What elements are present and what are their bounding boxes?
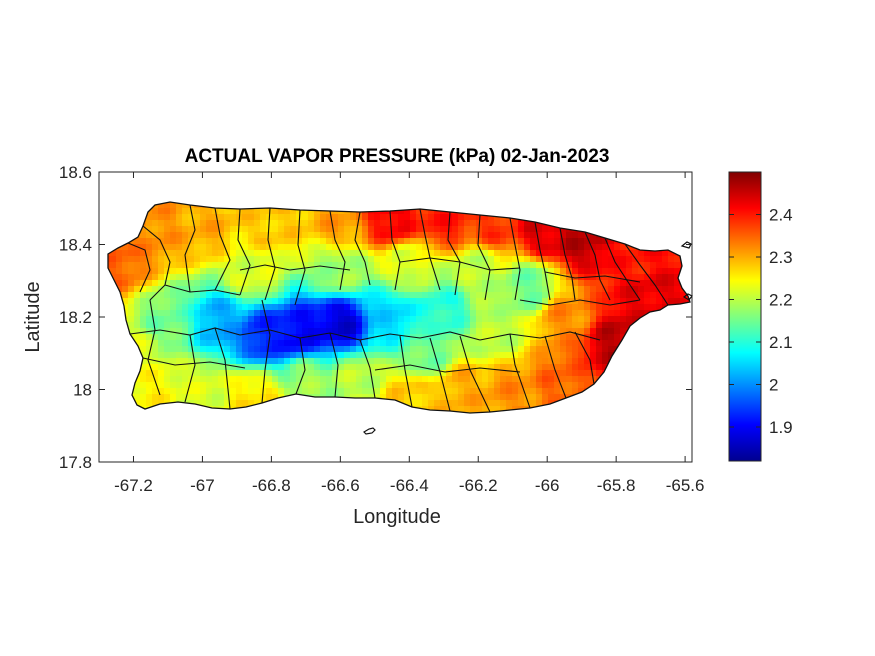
municipal-border xyxy=(261,299,271,404)
municipal-border xyxy=(214,327,231,410)
colorbar-tick-label: 2 xyxy=(769,376,778,395)
x-tick-label: -67 xyxy=(190,476,215,495)
municipal-border xyxy=(237,208,251,296)
chart-title: ACTUAL VAPOR PRESSURE (kPa) 02-Jan-2023 xyxy=(185,146,610,167)
island-outline xyxy=(107,201,691,414)
municipal-border xyxy=(329,332,339,398)
municipal-border xyxy=(164,284,241,296)
municipal-border xyxy=(329,210,346,291)
municipal-border xyxy=(479,331,601,341)
municipal-border xyxy=(509,333,531,409)
colorbar-tick-label: 2.4 xyxy=(769,206,793,225)
colorbar-ticks: 1.9 2 2.1 2.2 2.3 2.4 xyxy=(729,206,793,437)
municipal-border xyxy=(142,357,246,369)
y-axis-ticks: 17.8 18 18.2 18.4 18.6 xyxy=(59,163,692,472)
municipal-border xyxy=(184,204,196,293)
x-tick-label: -66.2 xyxy=(459,476,498,495)
municipal-border xyxy=(544,271,641,283)
x-tick-label: -66.6 xyxy=(321,476,360,495)
colorbar-tick-label: 1.9 xyxy=(769,418,793,437)
municipal-border xyxy=(544,335,567,399)
municipal-border xyxy=(459,335,491,413)
municipal-borders xyxy=(127,204,669,413)
x-axis-ticks: -67.2 -67 -66.8 -66.6 -66.4 -66.2 -66 -65.8 -65.… xyxy=(114,172,704,495)
x-tick-label: -66.8 xyxy=(252,476,291,495)
x-axis-label: Longitude xyxy=(353,506,441,528)
municipal-border xyxy=(584,231,611,301)
y-tick-label: 18 xyxy=(73,381,92,400)
municipal-border xyxy=(147,299,161,396)
municipal-border xyxy=(419,208,441,291)
municipal-border xyxy=(574,331,595,385)
municipal-border xyxy=(534,221,551,301)
municipal-border xyxy=(359,339,376,399)
colorbar xyxy=(728,171,762,462)
colorbar-tick-label: 2.2 xyxy=(769,291,793,310)
municipal-border xyxy=(519,299,641,306)
x-tick-label: -67.2 xyxy=(114,476,153,495)
x-tick-label: -65.8 xyxy=(597,476,636,495)
municipal-border xyxy=(127,242,151,293)
municipal-border xyxy=(389,210,401,291)
municipal-border xyxy=(374,364,521,373)
y-tick-label: 18.6 xyxy=(59,163,92,182)
municipal-border xyxy=(239,264,351,271)
municipal-border xyxy=(624,243,669,306)
x-tick-label: -65.6 xyxy=(666,476,705,495)
municipal-border xyxy=(294,209,306,306)
municipal-border xyxy=(429,337,451,412)
municipal-border xyxy=(354,211,371,286)
y-tick-label: 18.4 xyxy=(59,236,92,255)
municipal-border xyxy=(264,207,276,301)
y-tick-label: 18.2 xyxy=(59,308,92,327)
y-axis-label: Latitude xyxy=(22,281,44,352)
municipal-border xyxy=(295,337,306,395)
municipal-border xyxy=(142,225,171,301)
municipal-border xyxy=(214,207,231,291)
municipal-border xyxy=(359,331,481,341)
y-tick-label: 17.8 xyxy=(59,453,92,472)
municipal-border xyxy=(559,227,576,301)
colorbar-tick-label: 2.3 xyxy=(769,248,793,267)
municipal-border xyxy=(509,217,521,301)
municipal-border xyxy=(447,211,461,296)
municipal-border xyxy=(184,334,196,403)
municipal-border xyxy=(477,214,491,301)
municipal-border xyxy=(399,335,413,408)
municipal-border xyxy=(399,257,521,271)
x-tick-label: -66.4 xyxy=(390,476,429,495)
x-tick-label: -66 xyxy=(535,476,560,495)
municipal-border xyxy=(604,237,641,301)
colorbar-tick-label: 2.1 xyxy=(769,333,793,352)
